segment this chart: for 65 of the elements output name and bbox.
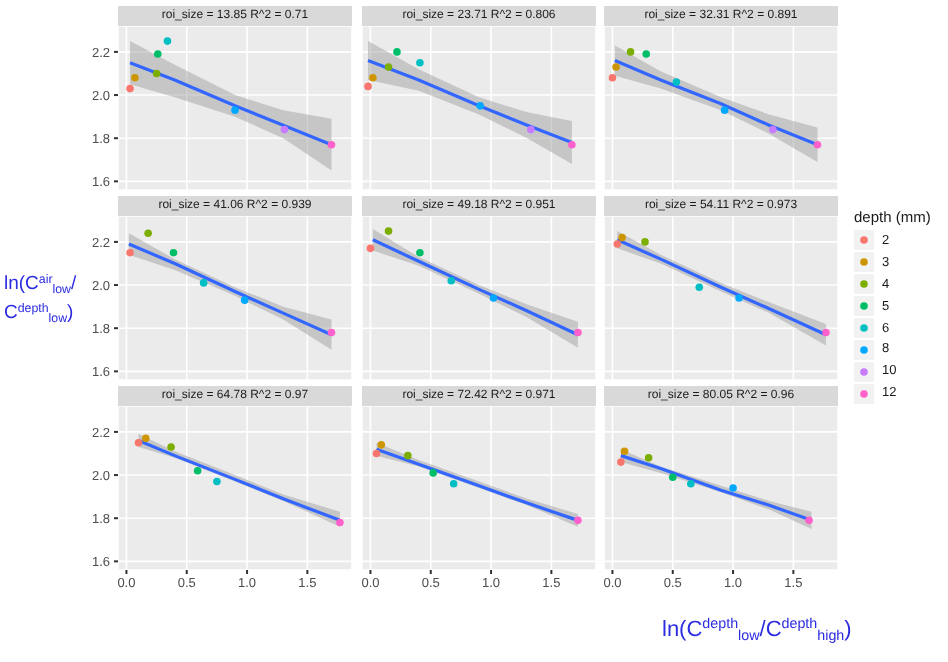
point (152, 69, 161, 78)
x-axis-title: ln(C$^{depth}$$_{low}$/C$^{depth}$$_{high}$) (661, 616, 851, 645)
point (568, 140, 576, 149)
point (644, 453, 653, 462)
point (393, 48, 401, 56)
point (163, 37, 172, 45)
point (364, 82, 372, 91)
point (366, 244, 375, 253)
point (574, 328, 582, 337)
point (169, 248, 178, 257)
point (620, 447, 629, 456)
point (167, 443, 175, 451)
point (384, 227, 393, 235)
point (626, 48, 635, 56)
point (231, 106, 239, 114)
point (327, 140, 336, 149)
line-series (128, 61, 334, 147)
point (672, 78, 681, 86)
point (134, 438, 143, 447)
point (612, 63, 620, 71)
point (240, 296, 249, 304)
point (805, 516, 813, 525)
point (280, 125, 289, 134)
point (574, 516, 582, 525)
point (336, 518, 344, 527)
point (735, 294, 743, 302)
point (131, 73, 139, 82)
point (687, 479, 695, 488)
point (126, 84, 134, 93)
point (476, 102, 485, 110)
point (527, 125, 535, 134)
point (729, 484, 737, 492)
point (641, 238, 649, 246)
point (384, 63, 393, 71)
point (822, 328, 830, 337)
point (199, 279, 208, 287)
line-series (127, 242, 334, 337)
point (404, 451, 412, 460)
point (720, 106, 729, 114)
point (369, 73, 377, 82)
point (372, 449, 381, 458)
point (327, 328, 336, 337)
point (449, 479, 458, 488)
point (144, 229, 152, 238)
point (608, 73, 617, 82)
point (377, 441, 386, 449)
point (416, 58, 424, 67)
point (126, 248, 134, 257)
point (213, 477, 221, 486)
point (642, 50, 651, 58)
point (617, 458, 625, 466)
point (193, 466, 202, 475)
point (813, 140, 822, 149)
point (668, 473, 677, 482)
point (447, 276, 456, 285)
point (489, 294, 498, 302)
point (769, 125, 777, 134)
point (695, 283, 704, 292)
point (141, 434, 150, 443)
point (154, 50, 162, 58)
text: ln(C$^{air}$$_{low}$/C$^{depth}$$_{low}$) (4, 272, 77, 326)
point (613, 240, 622, 248)
point (429, 469, 437, 477)
point (618, 233, 626, 242)
point (416, 248, 424, 257)
